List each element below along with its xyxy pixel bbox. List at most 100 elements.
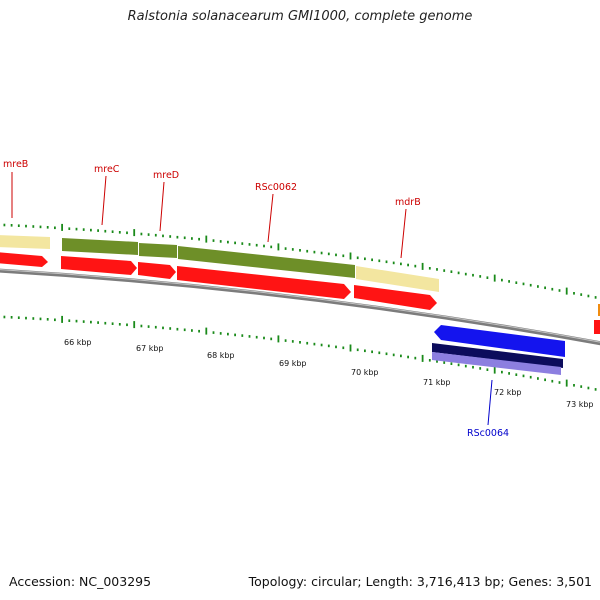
minor-tick [212, 331, 215, 334]
gene-label-RSc0062[interactable]: RSc0062 [255, 182, 297, 193]
minor-tick [154, 233, 157, 237]
map-title: Ralstonia solanacearum GMI1000, complete… [127, 9, 473, 24]
minor-tick [162, 234, 164, 238]
minor-tick [342, 254, 345, 258]
gene-arrow-mreB[interactable] [0, 252, 48, 267]
minor-tick [529, 283, 532, 287]
minor-tick [472, 273, 474, 277]
minor-tick [176, 327, 179, 331]
minor-tick [82, 320, 85, 323]
minor-tick [306, 249, 309, 253]
major-tick [133, 321, 136, 329]
minor-tick [10, 316, 13, 319]
minor-tick [90, 320, 92, 324]
gene-label-mreD[interactable]: mreD [153, 170, 179, 181]
feature-mdrB[interactable] [356, 266, 439, 292]
minor-tick [191, 329, 193, 332]
minor-tick [364, 349, 366, 353]
minor-tick [32, 225, 35, 228]
minor-tick [450, 270, 453, 273]
minor-tick [414, 264, 417, 268]
minor-tick [54, 318, 56, 322]
gene-arrow-RSc0064[interactable] [434, 325, 565, 357]
minor-tick [580, 385, 583, 388]
major-tick [421, 262, 424, 270]
minor-tick [320, 251, 323, 255]
minor-tick [551, 287, 554, 291]
gene-arrow-right[interactable] [594, 320, 600, 334]
minor-tick [248, 335, 251, 338]
major-tick [421, 354, 424, 362]
minor-tick [10, 224, 13, 227]
minor-tick [82, 228, 85, 231]
minor-tick [594, 388, 597, 391]
gene-arrow-mdrB[interactable] [354, 285, 437, 310]
feature-mreC[interactable] [62, 238, 138, 255]
minor-tick [169, 235, 172, 238]
major-tick [277, 335, 280, 343]
minor-tick [46, 226, 49, 229]
minor-tick [183, 236, 186, 240]
feature-mreD[interactable] [139, 243, 177, 258]
minor-tick [255, 243, 258, 247]
genome-summary-text: Topology: circular; Length: 3,716,413 bp… [248, 574, 592, 589]
minor-tick [407, 263, 409, 267]
minor-tick [68, 227, 71, 230]
minor-tick [537, 377, 539, 380]
minor-tick [364, 257, 366, 261]
gene-arrow-RSc0062[interactable] [177, 266, 351, 299]
minor-tick [234, 241, 236, 245]
minor-tick [118, 323, 121, 326]
minor-tick [551, 379, 554, 383]
minor-tick [356, 256, 359, 260]
gene-labels: mreB mreC mreD RSc0062 mdrB RSc0064 [3, 159, 509, 439]
minor-tick [486, 368, 489, 371]
minor-tick [212, 239, 215, 242]
minor-tick [3, 315, 6, 319]
minor-tick [479, 275, 482, 278]
minor-tick [529, 375, 532, 379]
minor-tick [219, 332, 222, 335]
minor-tick [501, 278, 503, 282]
minor-tick [327, 344, 330, 348]
feature-RSc0064-dark[interactable] [432, 343, 563, 368]
major-tick [349, 252, 352, 260]
minor-tick [580, 293, 583, 296]
minor-tick [90, 228, 92, 232]
minor-tick [356, 348, 359, 352]
minor-tick [198, 329, 200, 333]
gene-label-mreC[interactable]: mreC [94, 164, 120, 175]
feature-mreB[interactable] [0, 235, 50, 249]
minor-tick [241, 242, 244, 245]
minor-tick [291, 340, 294, 343]
minor-tick [291, 248, 294, 251]
gene-label-mreB[interactable]: mreB [3, 159, 28, 170]
minor-tick [39, 317, 42, 321]
minor-tick [522, 282, 525, 286]
minor-tick [508, 372, 510, 375]
gene-label-mdrB[interactable]: mdrB [395, 197, 421, 208]
minor-tick [126, 323, 128, 327]
minor-tick [537, 285, 539, 288]
minor-tick [392, 353, 395, 357]
scale-label: 67 kbp [136, 344, 164, 353]
feature-RSc0064-light[interactable] [432, 352, 561, 375]
minor-tick [573, 384, 575, 387]
minor-tick [118, 231, 121, 234]
feature-track-forward [0, 235, 600, 316]
minor-tick [263, 336, 265, 340]
minor-tick [501, 370, 503, 374]
minor-tick [284, 247, 287, 250]
scale-label: 68 kbp [207, 351, 235, 360]
feature-RSc0062[interactable] [178, 246, 355, 278]
minor-tick [327, 252, 330, 256]
gene-arrow-mreD[interactable] [138, 262, 176, 279]
gene-arrow-mreC[interactable] [61, 256, 137, 275]
major-tick [493, 366, 496, 374]
gene-track-forward [0, 252, 600, 334]
minor-tick [407, 355, 409, 359]
minor-tick [515, 373, 518, 376]
major-tick [205, 235, 208, 243]
gene-label-RSc0064[interactable]: RSc0064 [467, 428, 509, 439]
